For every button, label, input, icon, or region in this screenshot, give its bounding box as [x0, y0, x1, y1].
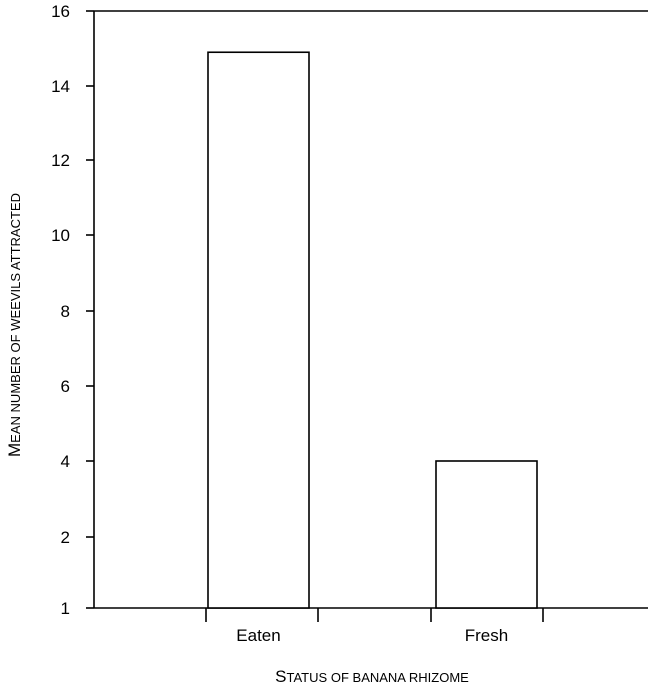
y-tick-label: 4: [61, 452, 70, 471]
bar-eaten: [207, 51, 310, 609]
y-tick-label: 6: [61, 377, 70, 396]
plot-area: [93, 10, 648, 609]
y-tick-label: 16: [51, 2, 70, 21]
x-tick-label: Fresh: [465, 626, 508, 645]
y-tick-label: 1: [61, 599, 70, 618]
x-axis-title: STATUS OF BANANA RHIZOME: [275, 667, 469, 686]
y-tick-label: 8: [61, 302, 70, 321]
bars: Eaten Fresh: [207, 51, 538, 645]
y-tick-label: 2: [61, 528, 70, 547]
x-tick-label: Eaten: [236, 626, 280, 645]
y-tick-label: 12: [51, 151, 70, 170]
bar-fresh: [435, 460, 538, 609]
y-axis-title: MEAN NUMBER OF WEEVILS ATTRACTED: [5, 193, 24, 457]
y-tick-label: 14: [51, 77, 70, 96]
x-axis-ticks: [205, 608, 544, 622]
y-tick-label: 10: [51, 226, 70, 245]
